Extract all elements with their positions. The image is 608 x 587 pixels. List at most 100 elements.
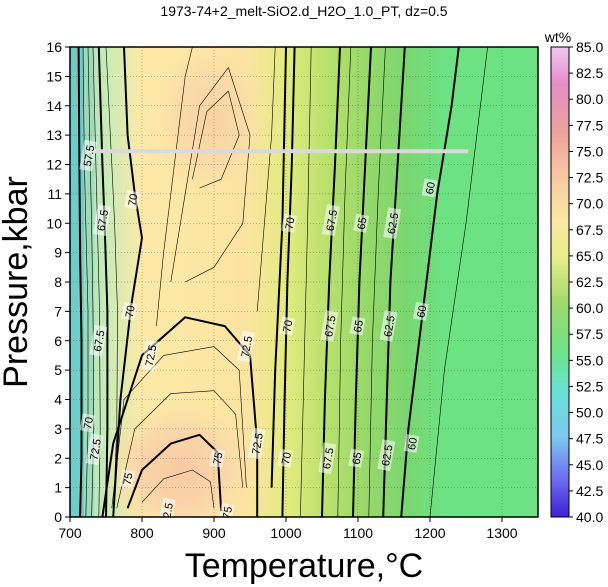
contour-label-bg xyxy=(403,434,420,454)
contour-line xyxy=(382,47,406,517)
contour-label-bg xyxy=(321,204,340,237)
contour-label-group: 60 xyxy=(413,301,429,321)
colorbar-tick-label: 85.0 xyxy=(576,39,603,55)
colorbar-tick-label: 75.0 xyxy=(576,143,603,159)
contour-label-group: 60 xyxy=(403,434,420,454)
contour-label-bg xyxy=(79,413,96,433)
x-axis-ticks: 700 800 900 1000 1100 1200 1300 xyxy=(58,517,518,541)
contour-label-group: 67.5 xyxy=(320,310,339,342)
contour-label: 72.5 xyxy=(160,502,176,525)
contour-line xyxy=(337,47,352,517)
contour-label-group: 62.5 xyxy=(383,207,402,240)
contour-label: 70 xyxy=(281,319,295,333)
contour-label: 62.5 xyxy=(380,444,396,467)
contour-label-group: 70 xyxy=(281,213,298,233)
contour-line xyxy=(97,47,109,517)
contour-labels: 72.5 70 75 75 75 72.5 72.5 72.5 72.5 70 70 70 70 70 67… xyxy=(79,139,438,525)
x-tick-label: 1200 xyxy=(414,525,445,541)
contour-label-bg xyxy=(218,503,235,517)
contour-label-group: 67.5 xyxy=(92,204,112,237)
contour-line xyxy=(256,47,276,312)
colorbar-tick-label: 62.5 xyxy=(576,274,603,290)
contour-label-bg xyxy=(383,207,402,240)
contour-label-bg xyxy=(157,497,176,517)
contour-line xyxy=(192,90,240,189)
contour-label-group: 70 xyxy=(121,301,138,321)
chart-title: 1973-74+2_melt-SiO2.d_H2O_1.0_PT, dz=0.5 xyxy=(160,3,447,19)
contour-label-group: 72.5 xyxy=(85,433,104,466)
contour-label-group: 70 xyxy=(124,190,141,210)
y-tick-label: 4 xyxy=(54,392,62,408)
y-tick-label: 0 xyxy=(54,509,62,525)
contour-label-bg xyxy=(320,310,339,342)
colorbar-tick-label: 80.0 xyxy=(576,91,603,107)
contour-label-bg xyxy=(141,339,160,372)
colorbar-tick-label: 45.0 xyxy=(576,457,603,473)
contour-label-bg xyxy=(349,316,366,336)
contour-label-bg xyxy=(379,310,398,342)
colorbar-tick-label: 67.5 xyxy=(576,222,603,238)
contour-line xyxy=(281,47,296,517)
contour-label: 72.5 xyxy=(240,335,256,358)
contour-line xyxy=(270,47,287,488)
y-tick-label: 7 xyxy=(54,303,62,319)
contour-label: 70 xyxy=(124,304,138,318)
y-tick-label: 15 xyxy=(46,68,62,84)
x-axis-title: Temperature,°C xyxy=(185,547,423,585)
contour-label-group: 67.5 xyxy=(318,442,337,475)
contour-label: 60 xyxy=(406,437,420,451)
x-tick-label: 900 xyxy=(202,525,226,541)
contour-line xyxy=(170,67,251,283)
contour-label: 65 xyxy=(352,319,366,333)
y-tick-label: 11 xyxy=(47,186,62,202)
contour-label-group: 62.5 xyxy=(377,439,396,472)
contour-label: 70 xyxy=(82,416,96,430)
contour-line xyxy=(105,47,118,517)
contour-label-bg xyxy=(85,433,104,466)
contour-label: 62.5 xyxy=(386,212,402,235)
x-tick-label: 1100 xyxy=(343,525,373,541)
colorbar-tick-label: 50.0 xyxy=(576,405,603,421)
contour-label-group: 62.5 xyxy=(379,310,398,342)
y-tick-label: 16 xyxy=(46,39,62,55)
colorbar-tick-label: 65.0 xyxy=(576,248,603,264)
contour-label-group: 57.5 xyxy=(79,139,97,172)
contour-label-bg xyxy=(348,448,364,468)
contour-label-bg xyxy=(236,330,255,363)
colorbar-tick-label: 47.5 xyxy=(576,431,603,447)
y-tick-label: 8 xyxy=(54,274,62,290)
y-tick-label: 12 xyxy=(46,157,62,173)
colorbar-unit: wt% xyxy=(544,29,571,45)
contour-label-group: 70 xyxy=(277,448,294,468)
contour-label-group: 75 xyxy=(209,448,226,468)
y-tick-label: 6 xyxy=(54,333,62,349)
contour-label-group: 72.5 xyxy=(247,427,266,460)
contour-label-bg xyxy=(92,204,111,237)
y-axis-title: Pressure,kbar xyxy=(0,176,35,388)
contour-label-bg xyxy=(89,324,108,357)
contour-label-bg xyxy=(281,213,297,233)
contour-label-bg xyxy=(353,213,369,233)
contour-label-bg xyxy=(377,439,396,472)
contour-line xyxy=(111,346,247,509)
contour-line xyxy=(429,47,488,517)
contour-label-group: 67.5 xyxy=(89,324,108,357)
y-tick-label: 5 xyxy=(54,362,62,378)
contour-label-group: 70 xyxy=(279,316,295,336)
warm-region-high xyxy=(150,47,270,200)
y-tick-label: 13 xyxy=(46,127,62,143)
y-tick-label: 1 xyxy=(54,480,62,496)
contour-label: 67.5 xyxy=(321,447,337,470)
x-tick-label: 800 xyxy=(130,525,154,541)
x-tick-label: 1300 xyxy=(486,525,517,541)
y-tick-label: 2 xyxy=(54,450,62,466)
contour-label-bg xyxy=(247,427,266,460)
contour-line xyxy=(77,47,83,517)
contour-line xyxy=(300,47,312,517)
contour-label: 67.5 xyxy=(96,209,112,232)
colorbar-tick-label: 70.0 xyxy=(576,196,603,212)
colorbar-tick-label: 77.5 xyxy=(576,117,603,133)
contour-line xyxy=(116,390,244,509)
